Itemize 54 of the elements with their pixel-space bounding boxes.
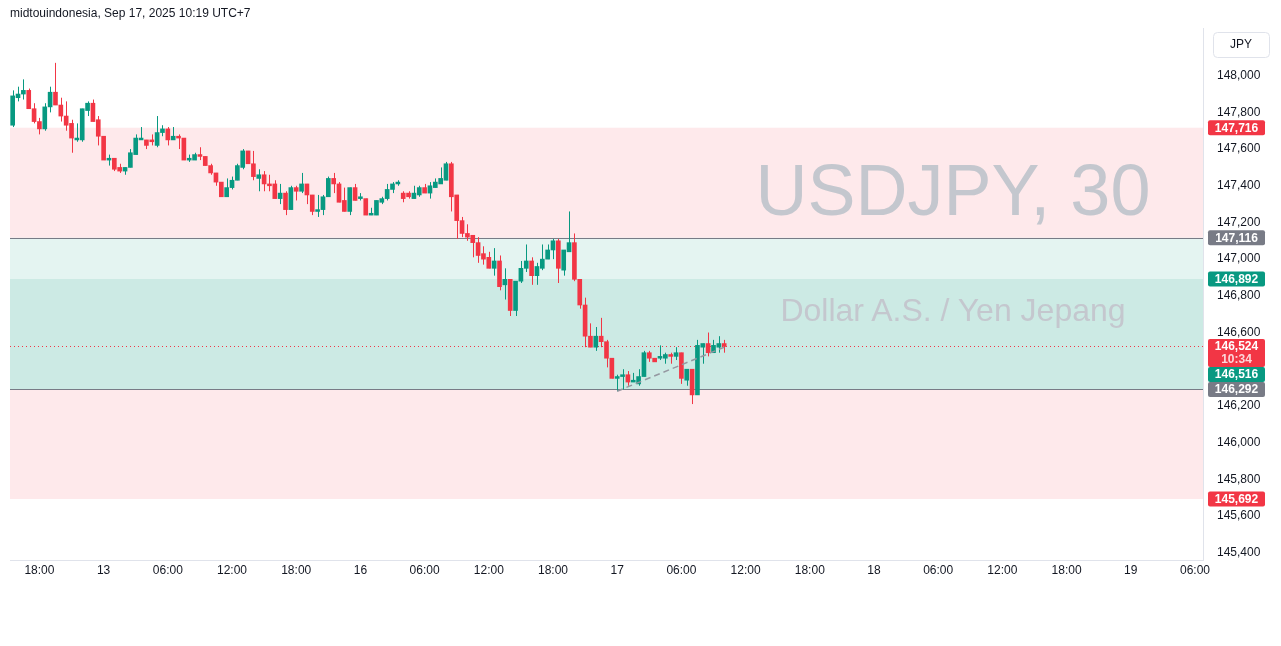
y-tick-label: 146,000	[1217, 434, 1261, 449]
candlestick	[165, 126, 171, 146]
text: midtouindonesia, Sep 17, 2025 10:19 UTC+7	[10, 6, 251, 21]
x-tick-label: 16	[353, 562, 368, 577]
ref-line-label: 146,292	[1214, 382, 1259, 397]
candlestick	[53, 62, 58, 106]
y-axis-title: JPY	[1229, 37, 1253, 52]
x-tick-label: 13	[96, 562, 111, 577]
x-tick-label: 12:00	[217, 562, 248, 577]
x-tick-label: 12:00	[473, 562, 505, 577]
y-tick-label: 145,400	[1217, 544, 1261, 559]
x-tick-label: 18:00	[537, 562, 569, 577]
y-tick-label: 147,600	[1217, 141, 1261, 156]
y-tick-label: 145,600	[1217, 508, 1261, 523]
x-tick-label: 06:00	[666, 562, 697, 577]
candlestick	[331, 172, 336, 194]
x-tick-label: 06:00	[152, 562, 184, 577]
x-tick-label: 17	[610, 562, 625, 577]
candlestick	[593, 326, 599, 352]
x-tick-label: 18:00	[24, 562, 55, 577]
text: 10:34	[1221, 352, 1253, 367]
y-tick-label: 145,800	[1217, 471, 1261, 486]
y-tick-label: 148,000	[1217, 68, 1261, 83]
candlestick	[21, 78, 26, 101]
y-tick-label: 146,200	[1217, 398, 1261, 413]
x-tick-label: 12:00	[987, 562, 1018, 577]
band-label: 146,516	[1214, 367, 1259, 382]
y-tick-label: 147,400	[1217, 178, 1261, 193]
x-tick-label: 18	[867, 562, 881, 577]
band-label: 147,716	[1214, 120, 1259, 135]
y-tick-label: 147,800	[1217, 104, 1261, 119]
ref-line-label: 146,524	[1214, 339, 1259, 354]
band-label: 145,692	[1214, 491, 1259, 506]
ref-line-label: 147,116	[1215, 230, 1259, 245]
candlestick	[256, 168, 262, 192]
x-tick-label: 12:00	[730, 562, 761, 577]
x-tick-label: 06:00	[409, 562, 440, 577]
x-tick-label: 18:00	[281, 562, 312, 577]
x-tick-label: 19	[1124, 562, 1138, 577]
y-tick-label: 146,600	[1217, 324, 1261, 339]
candlestick	[42, 102, 48, 132]
candlestick	[283, 190, 288, 216]
y-tick-label: 146,800	[1217, 288, 1261, 303]
y-tick-label: 147,200	[1217, 214, 1261, 229]
x-tick-label: 06:00	[1179, 562, 1211, 577]
candlestick	[299, 172, 304, 194]
y-tick-label: 147,000	[1217, 251, 1261, 266]
band-label: 146,892	[1214, 271, 1259, 286]
x-tick-label: 06:00	[923, 562, 954, 577]
x-tick-label: 18:00	[794, 562, 826, 577]
x-tick-label: 18:00	[1051, 562, 1082, 577]
candlestick	[529, 256, 534, 286]
text: USDJPY, 30	[755, 149, 1151, 230]
candlestick	[58, 97, 64, 123]
